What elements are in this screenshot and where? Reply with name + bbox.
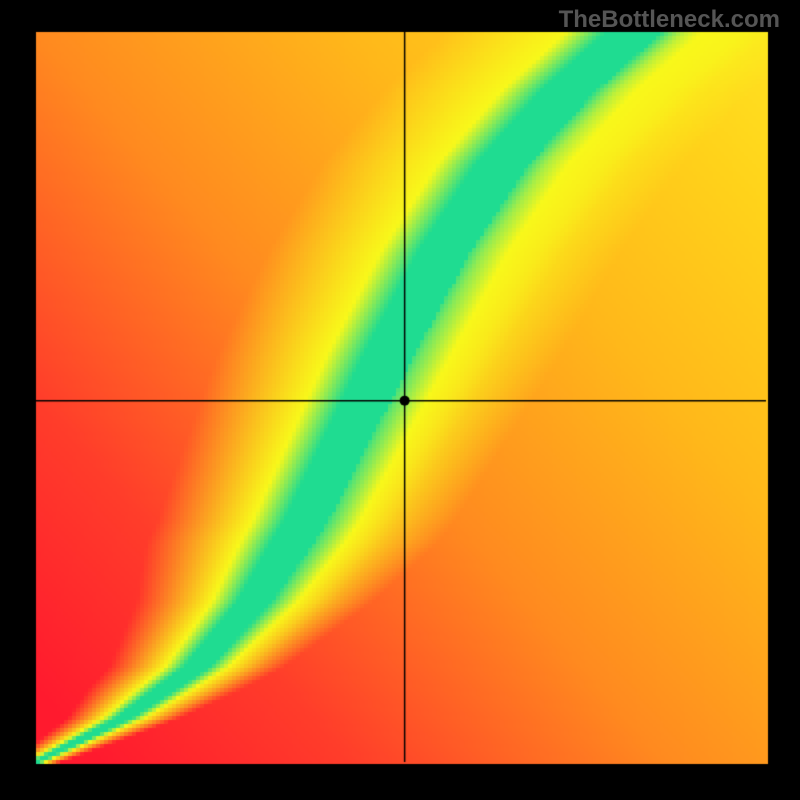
watermark-text: TheBottleneck.com <box>559 6 780 34</box>
heatmap-canvas <box>0 0 800 800</box>
chart-container: TheBottleneck.com <box>0 0 800 800</box>
